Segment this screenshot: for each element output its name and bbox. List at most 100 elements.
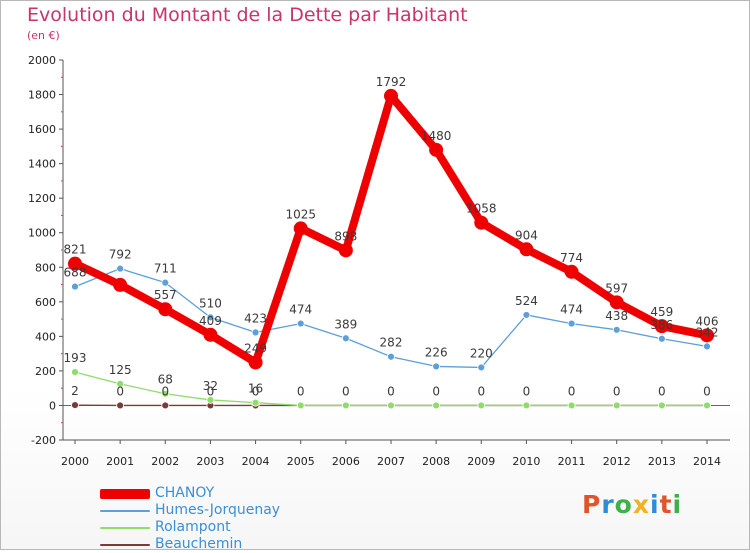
data-point xyxy=(72,402,79,409)
x-tick-label: 2005 xyxy=(287,455,315,468)
data-label: 1025 xyxy=(285,207,316,221)
data-label: 0 xyxy=(613,384,621,398)
legend-swatch xyxy=(100,489,150,499)
data-point xyxy=(297,402,304,409)
x-tick-label: 2000 xyxy=(61,455,89,468)
data-point xyxy=(523,311,530,318)
legend-swatch xyxy=(100,510,150,512)
data-label: 249 xyxy=(244,341,267,355)
data-point xyxy=(613,326,620,333)
data-point xyxy=(704,402,711,409)
y-tick-label: 200 xyxy=(35,365,56,378)
y-tick-label: 2000 xyxy=(28,54,56,67)
data-label: 193 xyxy=(64,351,87,365)
logo-letter: i xyxy=(650,490,660,519)
data-point xyxy=(433,363,440,370)
data-point xyxy=(117,402,124,409)
logo-letter: t xyxy=(660,490,673,519)
data-label: 0 xyxy=(161,384,169,398)
y-tick-label: 1600 xyxy=(28,123,56,136)
data-label: 386 xyxy=(650,318,673,332)
x-tick-label: 2003 xyxy=(196,455,224,468)
data-point xyxy=(384,89,398,103)
data-label: 0 xyxy=(207,384,215,398)
legend-swatch xyxy=(100,527,150,529)
logo-letter: r xyxy=(601,490,614,519)
data-label: 474 xyxy=(560,303,583,317)
data-point xyxy=(568,402,575,409)
data-point xyxy=(342,335,349,342)
data-label: 0 xyxy=(297,384,305,398)
data-label: 0 xyxy=(252,384,260,398)
logo-letter: o xyxy=(615,490,633,519)
data-label: 226 xyxy=(425,345,448,359)
data-label: 282 xyxy=(380,336,403,350)
data-point xyxy=(658,402,665,409)
data-label: 342 xyxy=(696,325,719,339)
legend-swatch xyxy=(100,544,150,546)
data-label: 792 xyxy=(109,248,132,262)
data-label: 0 xyxy=(523,384,531,398)
data-point xyxy=(610,295,624,309)
x-tick-label: 2004 xyxy=(242,455,270,468)
data-label: 2 xyxy=(71,384,79,398)
x-tick-label: 2007 xyxy=(377,455,405,468)
legend-label: Humes-Jorquenay xyxy=(155,502,280,519)
data-label: 557 xyxy=(154,288,177,302)
data-point xyxy=(342,402,349,409)
x-tick-label: 2006 xyxy=(332,455,360,468)
data-point xyxy=(523,402,530,409)
data-label: 904 xyxy=(515,228,538,242)
data-label: 474 xyxy=(289,303,312,317)
data-label: 409 xyxy=(199,314,222,328)
y-tick-label: 600 xyxy=(35,296,56,309)
y-tick-label: 1200 xyxy=(28,192,56,205)
data-point xyxy=(294,221,308,235)
data-label: 597 xyxy=(605,281,628,295)
data-label: 438 xyxy=(605,309,628,323)
x-tick-label: 2012 xyxy=(603,455,631,468)
data-label: 898 xyxy=(334,229,357,243)
data-label: 125 xyxy=(109,363,132,377)
data-point xyxy=(474,216,488,230)
data-point xyxy=(658,335,665,342)
data-label: 0 xyxy=(658,384,666,398)
data-point xyxy=(433,402,440,409)
y-tick-label: 400 xyxy=(35,330,56,343)
data-label: 0 xyxy=(477,384,485,398)
logo-letter: x xyxy=(633,490,650,519)
data-label: 524 xyxy=(515,294,538,308)
x-tick-label: 2010 xyxy=(512,455,540,468)
data-point xyxy=(388,402,395,409)
data-point xyxy=(388,353,395,360)
y-tick-label: 1000 xyxy=(28,227,56,240)
data-label: 423 xyxy=(244,311,267,325)
y-tick-label: 800 xyxy=(35,261,56,274)
data-point xyxy=(478,402,485,409)
x-tick-label: 2002 xyxy=(151,455,179,468)
data-point xyxy=(113,278,127,292)
x-tick-label: 2011 xyxy=(558,455,586,468)
x-tick-label: 2009 xyxy=(467,455,495,468)
data-point xyxy=(478,364,485,371)
data-point xyxy=(519,242,533,256)
data-label: 389 xyxy=(334,317,357,331)
logo-letter: i xyxy=(673,490,683,519)
data-point xyxy=(162,279,169,286)
legend-label: CHANOY xyxy=(155,485,214,502)
data-point xyxy=(203,328,217,342)
data-label: 1480 xyxy=(421,129,452,143)
data-point xyxy=(429,143,443,157)
x-tick-label: 2001 xyxy=(106,455,134,468)
x-tick-label: 2014 xyxy=(693,455,721,468)
data-label: 711 xyxy=(154,262,177,276)
data-label: 0 xyxy=(116,384,124,398)
data-point xyxy=(568,320,575,327)
legend-label: Beauchemin xyxy=(155,536,242,553)
data-label: 0 xyxy=(387,384,395,398)
data-point xyxy=(158,302,172,316)
data-label: 774 xyxy=(560,251,583,265)
x-tick-label: 2008 xyxy=(422,455,450,468)
data-point xyxy=(117,265,124,272)
data-point xyxy=(72,283,79,290)
